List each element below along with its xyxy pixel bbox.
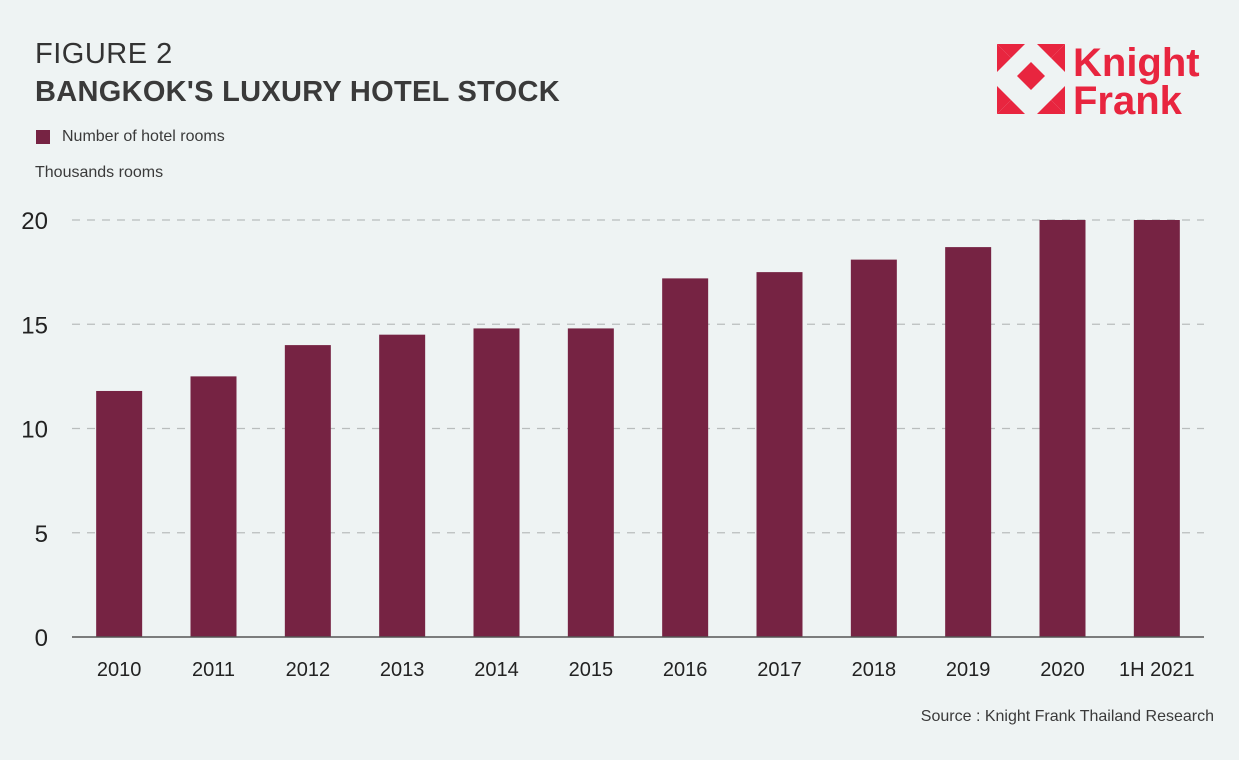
- bar: [756, 272, 803, 637]
- logo-text-line2: Frank: [1073, 79, 1183, 120]
- source-note: Source : Knight Frank Thailand Research: [920, 708, 1214, 725]
- bar: [1039, 220, 1086, 637]
- x-tick-label: 2012: [286, 659, 331, 681]
- knight-frank-logo: Knight Frank: [995, 40, 1205, 125]
- x-tick-label: 2018: [852, 659, 897, 681]
- x-tick-label: 2020: [1040, 659, 1085, 681]
- logo-text-line1: Knight: [1073, 41, 1200, 85]
- bar: [850, 259, 897, 637]
- y-tick-label: 10: [21, 417, 48, 444]
- legend-swatch: [36, 130, 50, 144]
- x-tick-label: 2019: [946, 659, 991, 681]
- bar: [190, 376, 237, 637]
- chart-title: BANGKOK'S LUXURY HOTEL STOCK: [35, 76, 560, 108]
- bar: [1133, 220, 1180, 637]
- y-tick-label: 20: [21, 208, 48, 235]
- bar: [379, 334, 426, 637]
- knight-frank-logo-svg: Knight Frank: [997, 41, 1200, 123]
- bar: [473, 328, 520, 637]
- bar: [96, 390, 143, 637]
- legend-label: Number of hotel rooms: [62, 128, 225, 145]
- bar: [284, 345, 331, 637]
- figure-label: FIGURE 2: [35, 38, 173, 70]
- y-tick-label: 5: [35, 521, 48, 548]
- x-tick-label: 2016: [663, 659, 708, 681]
- y-tick-label: 15: [21, 312, 48, 339]
- bar: [945, 247, 992, 638]
- x-tick-label: 2010: [97, 659, 142, 681]
- x-tick-label: 2015: [569, 659, 614, 681]
- x-tick-label: 2017: [757, 659, 802, 681]
- chart-legend: Number of hotel rooms: [36, 128, 225, 146]
- bar: [567, 328, 614, 637]
- x-tick-label: 1H 2021: [1119, 659, 1195, 681]
- x-tick-label: 2014: [474, 659, 519, 681]
- y-tick-label: 0: [35, 625, 48, 652]
- bar: [662, 278, 709, 637]
- y-axis-unit-label: Thousands rooms: [35, 164, 164, 181]
- x-tick-label: 2013: [380, 659, 425, 681]
- x-tick-label: 2011: [192, 659, 235, 681]
